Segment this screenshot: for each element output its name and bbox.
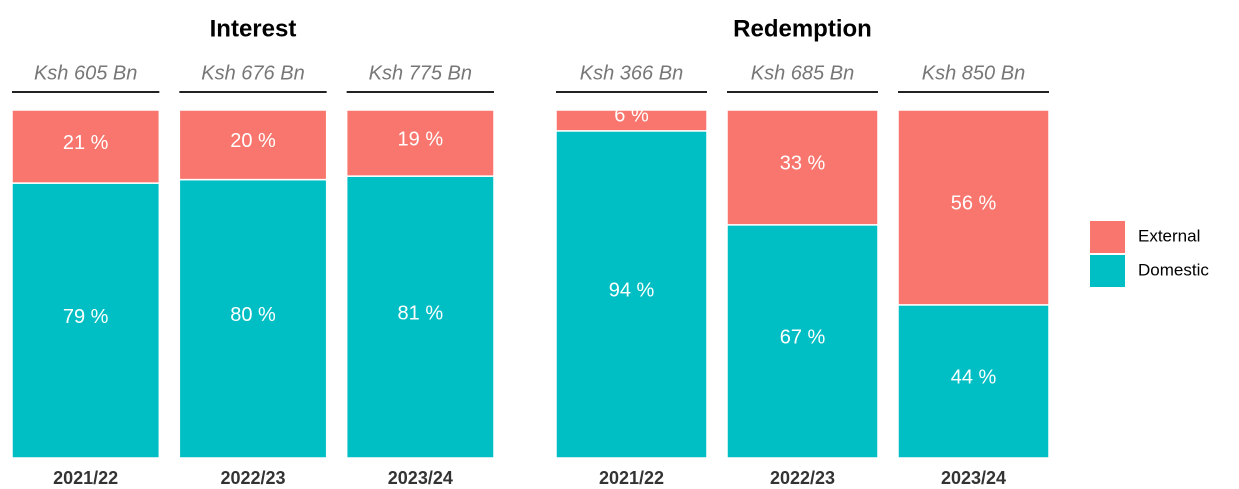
legend-label: External — [1138, 226, 1200, 245]
value-label: 19 % — [398, 128, 444, 150]
bar-segment — [178, 109, 328, 181]
value-label: 79 % — [63, 306, 109, 328]
value-label: 80 % — [230, 304, 276, 326]
x-tick-label: 2023/24 — [941, 468, 1006, 488]
panel-title: Redemption — [733, 15, 872, 42]
bar-segment — [897, 304, 1050, 459]
value-label: 94 % — [609, 280, 655, 302]
panel-title: Interest — [210, 15, 297, 42]
value-label: 44 % — [951, 367, 997, 389]
legend-label: Domestic — [1138, 260, 1209, 279]
bar-segment — [555, 109, 708, 132]
facet-label: Ksh 676 Bn — [201, 62, 304, 84]
value-label: 21 % — [63, 132, 109, 154]
bar-segment — [726, 109, 879, 226]
x-tick-label: 2021/22 — [53, 468, 118, 488]
bar-segment — [897, 109, 1050, 306]
bar-segment — [345, 109, 495, 177]
bar-segment — [11, 109, 161, 184]
value-label: 56 % — [951, 193, 997, 215]
facet-label: Ksh 605 Bn — [34, 62, 137, 84]
legend-swatch — [1090, 221, 1125, 253]
facet-label: Ksh 685 Bn — [751, 62, 854, 84]
bar-segment — [726, 224, 879, 459]
value-label: 81 % — [398, 302, 444, 324]
x-tick-label: 2023/24 — [388, 468, 453, 488]
bar-segment — [11, 182, 161, 459]
value-label: 20 % — [230, 130, 276, 152]
legend-swatch — [1090, 255, 1125, 287]
facet-label: Ksh 850 Bn — [922, 62, 1025, 84]
bar-segment — [345, 175, 495, 459]
value-label: 67 % — [780, 327, 826, 349]
bar-segment — [555, 130, 708, 459]
bar-segment — [178, 178, 328, 459]
facet-label: Ksh 366 Bn — [580, 62, 683, 84]
x-tick-label: 2022/23 — [220, 468, 285, 488]
x-tick-label: 2022/23 — [770, 468, 835, 488]
facet-label: Ksh 775 Bn — [369, 62, 472, 84]
x-tick-label: 2021/22 — [599, 468, 664, 488]
value-label: 6 % — [614, 105, 649, 127]
value-label: 33 % — [780, 153, 826, 175]
